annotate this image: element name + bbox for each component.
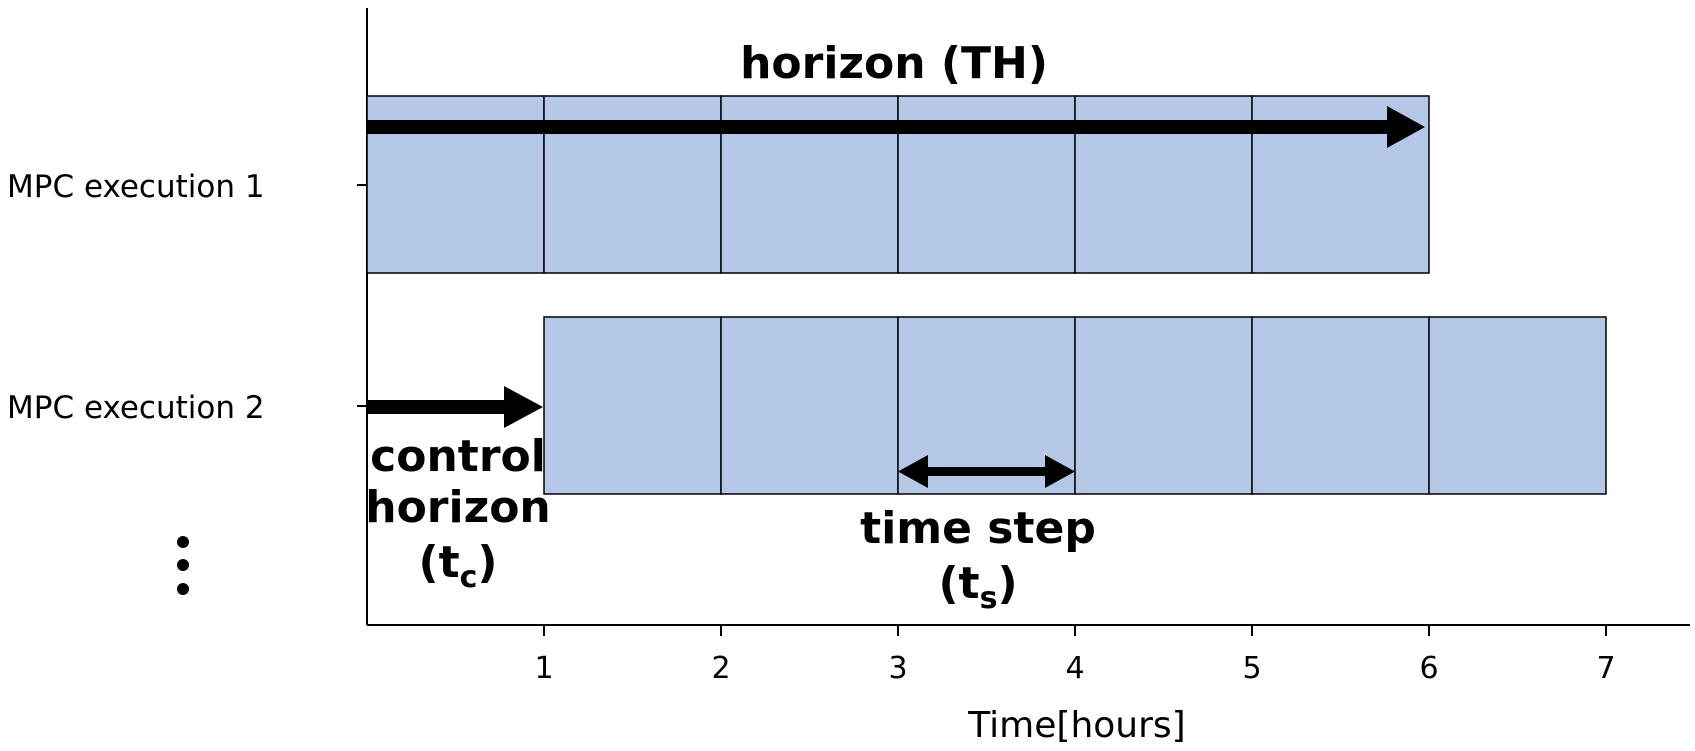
control-horizon-symbol: (tc)	[418, 537, 497, 595]
row-2-horizon-cells	[543, 316, 1607, 495]
horizon-arrow	[367, 106, 1425, 148]
time-step-label: time step	[860, 503, 1096, 554]
row-label-mpc-execution-1: MPC execution 1	[7, 169, 265, 205]
x-tick-label: 4	[1065, 651, 1084, 686]
control-horizon-label-line1: control	[370, 431, 546, 482]
horizon-label: horizon (TH)	[740, 38, 1048, 89]
row-label-mpc-execution-2: MPC execution 2	[7, 390, 265, 426]
x-axis-ticks: 1 2 3 4 5 6 7	[534, 625, 1616, 686]
control-horizon-label-line2: horizon	[365, 482, 551, 533]
x-axis-title: Time[hours]	[967, 705, 1185, 746]
control-horizon-arrow	[367, 386, 543, 428]
ellipsis-icon	[177, 536, 189, 595]
horizon-cell	[1428, 316, 1607, 495]
time-step-double-arrow	[898, 455, 1075, 488]
x-tick-label: 2	[711, 651, 730, 686]
x-tick-label: 1	[534, 651, 553, 686]
x-tick-label: 3	[888, 651, 907, 686]
x-tick-label: 5	[1242, 651, 1261, 686]
time-step-symbol: (ts)	[938, 558, 1017, 616]
x-tick-label: 7	[1596, 651, 1615, 686]
horizon-cell	[1251, 316, 1430, 495]
x-tick-label: 6	[1419, 651, 1438, 686]
horizon-cell	[1074, 316, 1253, 495]
horizon-cell	[720, 316, 899, 495]
horizon-cell	[543, 316, 722, 495]
